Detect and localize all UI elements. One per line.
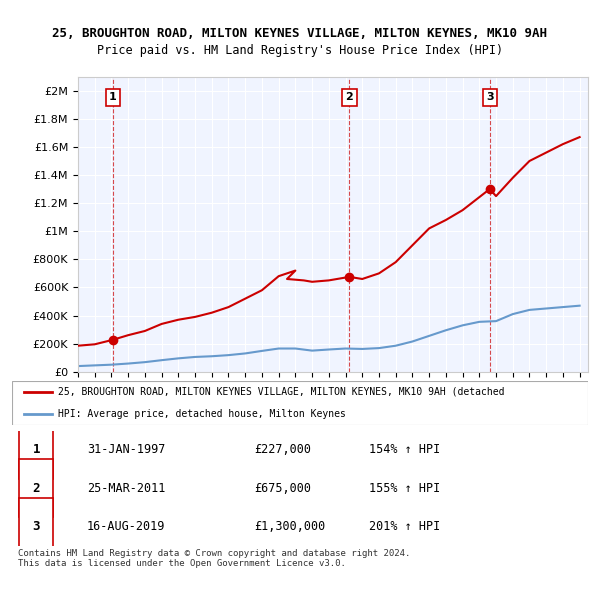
Text: £1,300,000: £1,300,000 <box>254 520 325 533</box>
Text: Price paid vs. HM Land Registry's House Price Index (HPI): Price paid vs. HM Land Registry's House … <box>97 44 503 57</box>
Text: 1: 1 <box>109 93 117 102</box>
FancyBboxPatch shape <box>19 421 53 478</box>
Text: 16-AUG-2019: 16-AUG-2019 <box>87 520 165 533</box>
Text: 3: 3 <box>32 520 40 533</box>
Text: 154% ↑ HPI: 154% ↑ HPI <box>369 443 440 457</box>
FancyBboxPatch shape <box>19 460 53 517</box>
FancyBboxPatch shape <box>12 381 588 425</box>
Text: 2: 2 <box>346 93 353 102</box>
Text: 1: 1 <box>32 443 40 457</box>
Text: 25, BROUGHTON ROAD, MILTON KEYNES VILLAGE, MILTON KEYNES, MK10 9AH (detached: 25, BROUGHTON ROAD, MILTON KEYNES VILLAG… <box>58 386 505 396</box>
Text: 155% ↑ HPI: 155% ↑ HPI <box>369 481 440 495</box>
Text: 25-MAR-2011: 25-MAR-2011 <box>87 481 165 495</box>
Text: HPI: Average price, detached house, Milton Keynes: HPI: Average price, detached house, Milt… <box>58 409 346 419</box>
Text: £675,000: £675,000 <box>254 481 311 495</box>
Text: 25, BROUGHTON ROAD, MILTON KEYNES VILLAGE, MILTON KEYNES, MK10 9AH: 25, BROUGHTON ROAD, MILTON KEYNES VILLAG… <box>53 27 548 40</box>
Text: 3: 3 <box>486 93 493 102</box>
Text: 2: 2 <box>32 481 40 495</box>
Text: 31-JAN-1997: 31-JAN-1997 <box>87 443 165 457</box>
FancyBboxPatch shape <box>19 498 53 555</box>
Text: 201% ↑ HPI: 201% ↑ HPI <box>369 520 440 533</box>
Text: £227,000: £227,000 <box>254 443 311 457</box>
Text: Contains HM Land Registry data © Crown copyright and database right 2024.
This d: Contains HM Land Registry data © Crown c… <box>18 549 410 568</box>
